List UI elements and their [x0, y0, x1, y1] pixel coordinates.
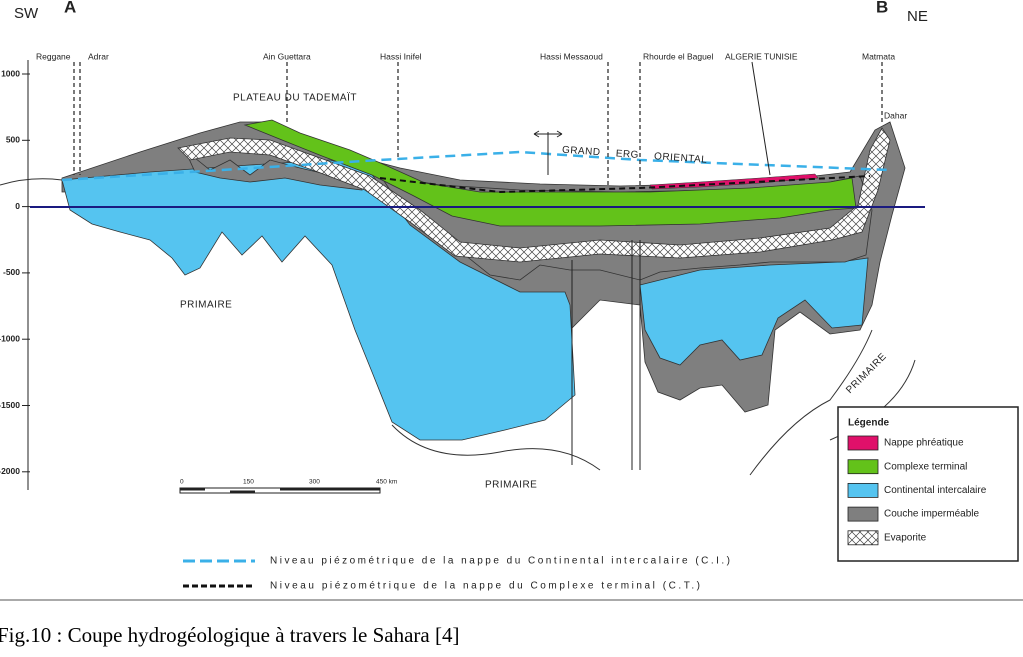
- place-label: ALGERIE TUNISIE: [725, 51, 798, 61]
- legend-label: Complexe terminal: [884, 461, 967, 472]
- cross-section: [0, 61, 925, 476]
- depth-label: 0: [15, 201, 20, 211]
- scale-label: 450 km: [376, 479, 397, 486]
- legend-label: Continental intercalaire: [884, 485, 987, 496]
- direction: NE: [907, 8, 928, 25]
- caption: Fig.10 : Coupe hydrogéologique à travers…: [0, 623, 459, 647]
- depth-label: -2000: [0, 466, 20, 476]
- arrow: [533, 130, 563, 138]
- place-label: Reggane: [36, 51, 71, 61]
- region-label: PRIMAIRE: [844, 351, 889, 396]
- place-label: Dahar: [884, 110, 907, 120]
- line-legend: Niveau piézométrique de la nappe du Comp…: [270, 581, 700, 592]
- scale-label: 300: [309, 479, 320, 486]
- blue-aquifer: [61, 159, 576, 441]
- place-label: Hassi Messaoud: [540, 51, 603, 61]
- depth-label: -1500: [0, 400, 20, 410]
- complexe-terminal: [243, 119, 857, 227]
- region-label: PLATEAU DU TADEMAÏT: [233, 92, 357, 104]
- region-label: PRIMAIRE: [485, 480, 537, 491]
- ci-piezometric-line: [61, 150, 891, 182]
- legend-swatch: [847, 482, 879, 498]
- scale-bar: [179, 487, 381, 494]
- region-label: PRIMAIRE: [180, 300, 232, 311]
- legend-swatch: [847, 459, 879, 475]
- end-label: A: [64, 0, 76, 16]
- scale-label: 150: [243, 479, 254, 486]
- evaporite: [177, 127, 891, 263]
- legend-label: Nappe phréatique: [884, 438, 964, 449]
- legend-label: Evaporite: [884, 532, 927, 543]
- direction: SW: [14, 5, 39, 22]
- surface-line: [0, 178, 63, 186]
- legend-title: Légende: [848, 418, 890, 429]
- region-label: GRAND ERG ORIENTAL: [562, 145, 708, 166]
- depth-label: -500: [3, 267, 20, 277]
- place-label: Adrar: [88, 51, 109, 61]
- ct-piezometric-line: [379, 175, 871, 194]
- border-line: [751, 61, 771, 176]
- line-legend: Niveau piézométrique de la nappe du Cont…: [270, 556, 730, 567]
- legend-label: Couche imperméable: [884, 509, 979, 520]
- faults: [571, 240, 641, 470]
- place-label: Matmata: [862, 51, 895, 61]
- place-label: Ain Guettara: [263, 51, 311, 61]
- end-label: B: [876, 0, 888, 16]
- depth-label: 1000: [1, 68, 20, 78]
- place-label: Rhourde el Baguel: [643, 51, 714, 61]
- scale-label: 0: [180, 479, 184, 486]
- wells: [73, 62, 883, 186]
- legend: Légende Nappe phréatique Complexe termina…: [837, 406, 1019, 562]
- legend-swatch: [847, 506, 879, 522]
- depth-label: -1000: [0, 333, 20, 343]
- place-label: Hassi Inifel: [380, 51, 422, 61]
- depth-label: 500: [6, 135, 20, 145]
- legend-swatch: [847, 530, 879, 546]
- legend-swatch: [847, 435, 879, 451]
- blue-right: [639, 257, 869, 366]
